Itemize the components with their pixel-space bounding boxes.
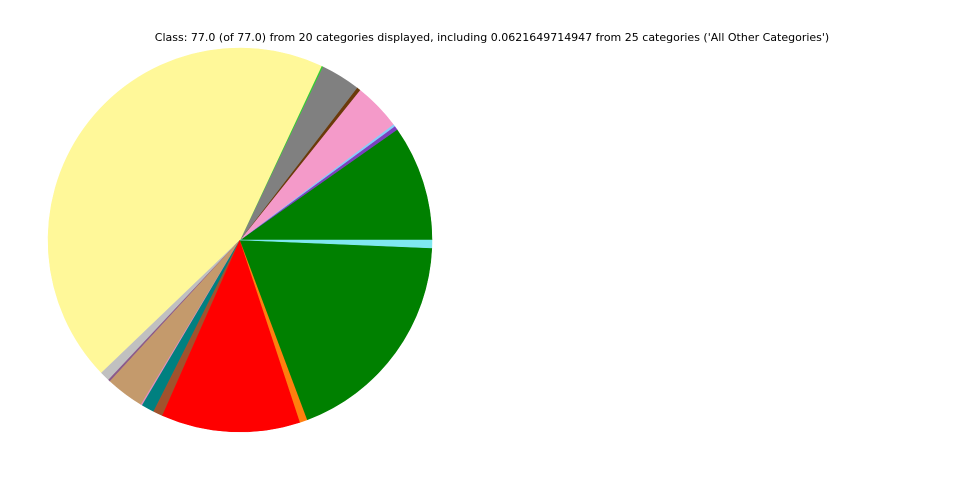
pie-slice: [239, 239, 433, 421]
pie-slice: [47, 47, 322, 374]
chart-title: Class: 77.0 (of 77.0) from 20 categories…: [155, 31, 829, 44]
pie-slice: [239, 129, 433, 241]
pie-slice: [162, 239, 301, 433]
pie-slice: [239, 239, 433, 249]
